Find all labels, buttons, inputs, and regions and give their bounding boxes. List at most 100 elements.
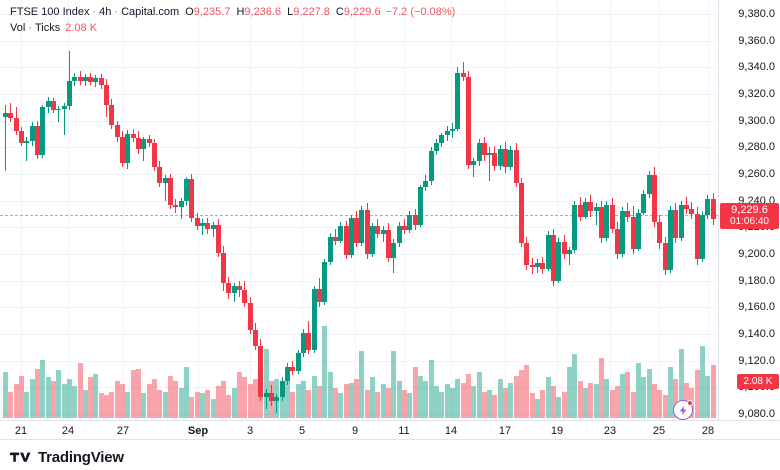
volume-bar <box>598 357 604 418</box>
volume-bar <box>242 377 248 418</box>
candlestick <box>710 0 716 420</box>
candlestick <box>699 0 705 420</box>
candlestick <box>375 0 381 420</box>
candlestick <box>120 0 125 420</box>
volume-bar <box>428 359 434 418</box>
candlestick <box>348 0 354 420</box>
volume-bar <box>699 345 705 418</box>
candlestick <box>114 0 120 420</box>
candlestick <box>556 0 562 420</box>
volume-bar <box>258 375 264 418</box>
time-tick-label: 3 <box>246 425 254 437</box>
volume-bar <box>77 363 83 418</box>
volume-bar <box>93 373 99 418</box>
volume-bar <box>668 366 673 418</box>
price-axis[interactable]: 9,380.0 9,360.0 9,340.0 9,320.0 9,300.0 9,280… <box>718 0 780 440</box>
candle-body <box>322 262 328 302</box>
candle-body <box>588 202 594 212</box>
volume-bar <box>423 380 429 418</box>
volume-bar <box>332 387 338 418</box>
candle-body <box>705 199 711 216</box>
volume-bar <box>625 372 631 418</box>
volume-bar <box>652 384 657 418</box>
volume-bar <box>34 368 40 418</box>
candle-body <box>604 204 610 238</box>
candle-body <box>678 204 684 238</box>
candlestick <box>332 0 338 420</box>
candle-body <box>258 346 264 397</box>
candle-body <box>77 76 83 81</box>
candle-body <box>109 104 115 125</box>
gridline-vertical <box>68 0 69 420</box>
volume-bar <box>146 384 152 418</box>
candlestick <box>343 0 349 420</box>
candle-body <box>210 224 216 229</box>
candlestick <box>311 0 317 420</box>
candle-body <box>396 226 402 244</box>
candle-body <box>34 126 40 156</box>
ohlc-close-key: C <box>335 6 344 18</box>
gridline-horizontal <box>0 361 718 362</box>
volume-bar <box>348 382 354 418</box>
candle-body <box>19 131 24 144</box>
candle-body <box>66 80 72 106</box>
candlestick <box>689 0 695 420</box>
volume-bar <box>593 384 599 418</box>
current-price-badge[interactable]: 9,229.6 01:06:40 <box>720 202 779 229</box>
candlestick <box>221 0 227 420</box>
volume-bar <box>492 395 498 418</box>
time-axis[interactable]: 21 24 27 Sep 3 5 9 11 14 17 19 23 25 28 <box>0 420 780 440</box>
tradingview-logo[interactable]: TradingView <box>10 449 124 466</box>
ohlc-close-value: 9,229.6 <box>343 6 381 18</box>
volume-bar <box>130 370 136 418</box>
current-volume-badge[interactable]: 2.08 K <box>737 374 779 390</box>
candle-body <box>8 112 14 118</box>
candlestick <box>630 0 636 420</box>
legend-symbol-row[interactable]: FTSE 100 Index · 4h · Capital.com O9,235… <box>10 6 455 19</box>
chart-pane[interactable] <box>0 0 718 420</box>
candle-wick <box>143 136 145 161</box>
candle-wick <box>164 175 166 201</box>
candlestick <box>476 0 482 420</box>
candle-body <box>423 180 429 188</box>
candle-body <box>481 143 487 156</box>
candlestick <box>50 0 56 420</box>
candlestick <box>24 0 30 420</box>
candlestick <box>625 0 631 420</box>
lightning-bolt-icon[interactable] <box>673 400 693 420</box>
volume-bar <box>29 379 35 418</box>
legend-volume-row[interactable]: Vol · Ticks 2.08 K <box>10 22 455 35</box>
time-tick-label: 25 <box>652 425 666 437</box>
candlestick <box>386 0 391 420</box>
candle-body <box>657 222 663 244</box>
candle-body <box>194 218 200 226</box>
volume-bar <box>167 375 173 418</box>
gridline-horizontal <box>0 387 718 388</box>
candlestick <box>61 0 67 420</box>
volume-bar <box>61 384 67 418</box>
candlestick <box>215 0 221 420</box>
candlestick <box>370 0 376 420</box>
volume-bar <box>247 384 253 418</box>
volume-bar <box>604 379 610 418</box>
symbol-name[interactable]: FTSE 100 Index <box>10 6 90 18</box>
interval-label[interactable]: 4h <box>99 6 112 18</box>
candle-wick <box>5 104 6 172</box>
volume-bar <box>82 389 88 418</box>
candle-wick <box>10 103 12 122</box>
candle-body <box>13 118 19 132</box>
tradingview-wordmark: TradingView <box>38 449 124 466</box>
volume-bar <box>636 363 642 418</box>
volume-bar <box>316 386 322 418</box>
candlestick <box>705 0 711 420</box>
exchange-label[interactable]: Capital.com <box>121 6 180 18</box>
volume-bar <box>444 384 450 418</box>
candle-body <box>556 242 562 281</box>
volume-bar <box>104 395 110 418</box>
candle-body <box>141 139 147 149</box>
volume-bar <box>237 372 243 418</box>
volume-bar <box>614 386 620 418</box>
volume-bar <box>210 398 216 418</box>
candle-body <box>449 128 455 132</box>
candlestick <box>497 0 503 420</box>
